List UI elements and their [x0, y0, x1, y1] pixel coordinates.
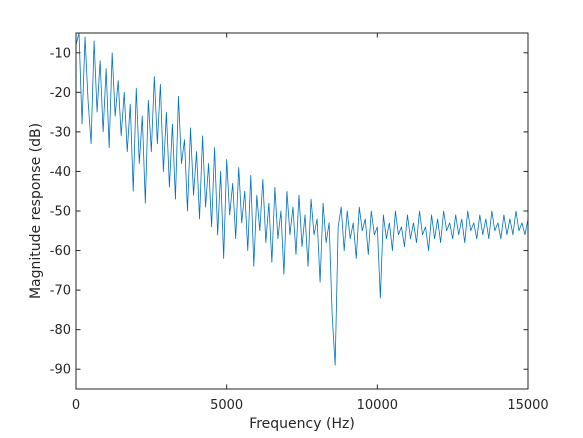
series-layer [75, 32, 529, 366]
y-tick-label: -10 [50, 46, 71, 61]
y-axis-label: Magnitude response (dB) [28, 123, 44, 299]
y-tick-label: -40 [50, 165, 71, 180]
plot-area [76, 33, 528, 389]
y-tick-label: -80 [50, 323, 71, 338]
x-tick-label: 0 [72, 398, 80, 413]
y-axis: -90 -80 -70 -60 -50 -40 -30 -20 -10 [50, 46, 528, 378]
y-tick-label: -50 [50, 205, 71, 220]
y-tick-label: -20 [50, 86, 71, 101]
x-tick-label: 10000 [357, 398, 398, 413]
x-axis-label: Frequency (Hz) [249, 416, 355, 432]
x-tick-label: 15000 [507, 398, 548, 413]
y-tick-label: -70 [50, 284, 71, 299]
y-tick-label: -30 [50, 125, 71, 140]
y-tick-label: -90 [50, 363, 71, 378]
x-tick-label: 5000 [210, 398, 243, 413]
series-line-0 [75, 32, 529, 366]
x-axis: 0 5000 10000 15000 [72, 33, 549, 413]
y-tick-label: -60 [50, 244, 71, 259]
